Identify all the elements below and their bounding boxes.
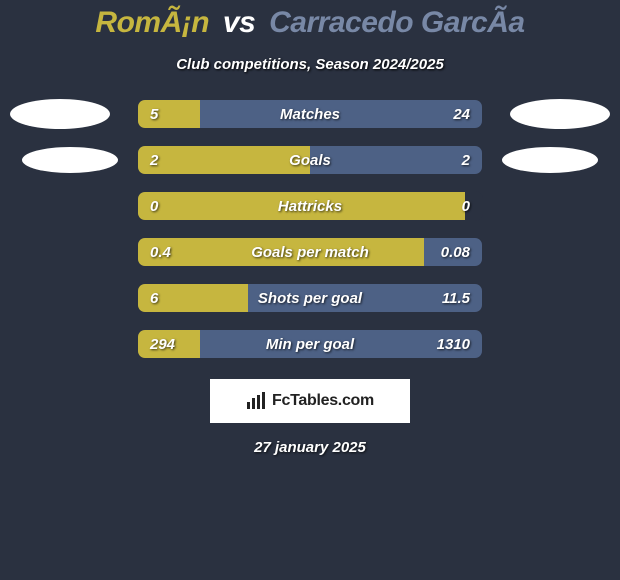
metric-bar-track: 0.40.08Goals per match (137, 237, 483, 267)
player2-value: 1310 (437, 330, 470, 359)
player2-value: 0.08 (441, 238, 470, 267)
vs-label: vs (223, 6, 255, 39)
player2-value: 2 (462, 146, 470, 175)
metric-bar-track: 611.5Shots per goal (137, 283, 483, 313)
player2-value: 11.5 (442, 284, 470, 313)
player-ball-icon (510, 99, 610, 129)
metric-bar-track: 00Hattricks (137, 191, 483, 221)
metric-row: 611.5Shots per goal (70, 283, 550, 313)
player1-bar (138, 192, 465, 220)
subtitle: Club competitions, Season 2024/2025 (176, 56, 444, 73)
page-title: RomÃ¡n vs Carracedo GarcÃ­a (95, 6, 524, 40)
player1-name: RomÃ¡n (95, 6, 209, 39)
player1-value: 6 (150, 284, 158, 313)
player2-value: 0 (462, 192, 470, 221)
player-ball-icon (10, 99, 110, 129)
metrics-list: 524Matches22Goals00Hattricks0.40.08Goals… (70, 99, 550, 359)
metric-row: 2941310Min per goal (70, 329, 550, 359)
player-ball-icon (502, 147, 598, 173)
player-ball-icon (22, 147, 118, 173)
metric-row: 0.40.08Goals per match (70, 237, 550, 267)
player1-bar (138, 100, 200, 128)
player1-value: 0.4 (150, 238, 171, 267)
player1-value: 294 (150, 330, 175, 359)
metric-row: 22Goals (70, 145, 550, 175)
player2-bar (200, 100, 482, 128)
date-label: 27 january 2025 (254, 439, 366, 456)
player2-name: Carracedo GarcÃ­a (269, 6, 524, 39)
brand-chart-icon (246, 392, 268, 410)
metric-bar-track: 2941310Min per goal (137, 329, 483, 359)
player1-value: 5 (150, 100, 158, 129)
metric-row: 00Hattricks (70, 191, 550, 221)
metric-bar-track: 22Goals (137, 145, 483, 175)
player1-value: 0 (150, 192, 158, 221)
brand-badge: FcTables.com (210, 379, 410, 423)
metric-bar-track: 524Matches (137, 99, 483, 129)
player1-bar (138, 238, 424, 266)
player1-bar (138, 146, 310, 174)
player2-value: 24 (453, 100, 470, 129)
player1-value: 2 (150, 146, 158, 175)
player2-bar (310, 146, 482, 174)
comparison-infographic: RomÃ¡n vs Carracedo GarcÃ­a Club competi… (0, 0, 620, 580)
metric-row: 524Matches (70, 99, 550, 129)
brand-text: FcTables.com (272, 392, 374, 410)
